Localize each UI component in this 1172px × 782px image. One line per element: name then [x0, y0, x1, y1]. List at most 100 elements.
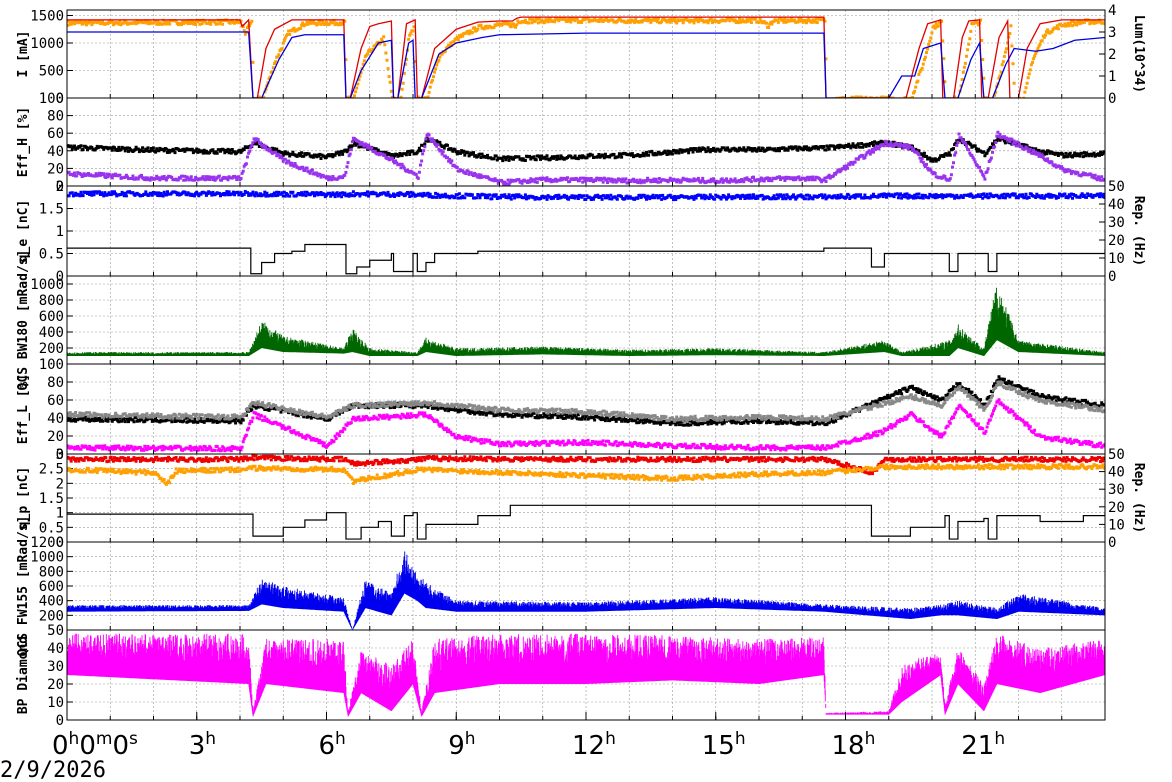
ytick-label: 1 [56, 224, 64, 240]
time-tick-unit: h [205, 729, 216, 749]
ytick-label: 600 [39, 579, 64, 595]
right-ytick-label: 2 [1108, 47, 1116, 63]
series-0-points [67, 136, 1105, 163]
ytick-label: 20 [47, 429, 64, 445]
time-tick-label: 6h [319, 729, 346, 761]
right-ytick-label: 20 [1108, 233, 1125, 249]
time-tick-value: 21 [961, 731, 994, 761]
panel-current: 0 500 1000 1500 I [mA] 0 1 2 3 4 Lum(10^34) [16, 3, 1146, 107]
ylabel: Eff_H [%] [16, 107, 31, 177]
ytick-label: 1500 [30, 9, 64, 25]
time-ticks: 3h 6h 9h 12h 15h 18h 21h [189, 712, 1005, 761]
ytick-label: 400 [39, 594, 64, 610]
ylabel: q_p [nC] [16, 467, 31, 530]
right-ytick-label: 10 [1108, 517, 1125, 533]
ytick-label: 60 [47, 126, 64, 142]
time-tick-label: 12h [572, 729, 616, 761]
ytick-label: 2 [56, 476, 64, 492]
time-tick-label: 18h [832, 729, 876, 761]
ytick-label: 0 [56, 535, 64, 551]
ytick-label: 20 [47, 161, 64, 177]
ytick-label: 20 [47, 677, 64, 693]
time-tick-label: 9h [448, 729, 475, 761]
right-ylabel: Rep. (Hz) [1131, 463, 1146, 533]
ytick-label: 30 [47, 659, 64, 675]
panel-series [67, 130, 1105, 186]
ylabel: QCS FW155 [mRad/s] [16, 516, 31, 657]
right-ylabel: Rep. (Hz) [1131, 196, 1146, 266]
time-tick-unit: h [465, 729, 476, 749]
ytick-label: 200 [39, 341, 64, 357]
series-2-points [67, 398, 1105, 453]
ytick-label: 80 [47, 375, 64, 391]
panel-series [67, 454, 1105, 540]
right-ytick-label: 50 [1108, 179, 1125, 195]
time-tick-value: 12 [572, 731, 605, 761]
right-ytick-label: 0 [1108, 269, 1116, 285]
time-origin-label: 0h0m0s [52, 729, 138, 761]
ylabel: QCS BW180 [mRad/s] [16, 250, 31, 391]
right-ytick-label: 4 [1108, 3, 1116, 19]
date-label: 2/9/2026 [0, 758, 106, 782]
ytick-label: 50 [47, 623, 64, 639]
ytick-label: 1200 [30, 535, 64, 551]
right-ytick-label: 3 [1108, 25, 1116, 41]
right-ytick-label: 40 [1108, 465, 1125, 481]
panel-effl: 0 20 40 60 80 100 Eff_L [%] [16, 357, 1106, 463]
time-axis: 0h0m0s 3h 6h 9h 12h 15h 18h 21h [52, 712, 1005, 761]
time-tick-label: 3h [189, 729, 216, 761]
ytick-label: 40 [47, 411, 64, 427]
ytick-label: 2 [56, 179, 64, 195]
series-0-trace [67, 287, 1105, 356]
series-2-line [67, 504, 1105, 540]
right-ytick-label: 50 [1108, 447, 1125, 463]
right-ytick-label: 20 [1108, 500, 1125, 516]
series-0-points [67, 454, 1105, 476]
ytick-label: 2.5 [39, 462, 64, 478]
right-ytick-label: 0 [1108, 91, 1116, 107]
panel-series [67, 375, 1105, 453]
panel-series [67, 190, 1105, 275]
ytick-label: 1.5 [39, 491, 64, 507]
ytick-label: 0.5 [39, 247, 64, 263]
ytick-label: 40 [47, 144, 64, 160]
time-tick-value: 3 [189, 731, 206, 761]
series-1-line [67, 243, 1105, 275]
right-ytick-label: 30 [1108, 482, 1125, 498]
ytick-label: 1000 [30, 277, 64, 293]
right-ylabel: Lum(10^34) [1131, 15, 1146, 93]
ytick-label: 1000 [30, 36, 64, 52]
ylabel: q_e [nC] [16, 200, 31, 263]
ytick-label: 0 [56, 713, 64, 729]
ytick-label: 3 [56, 447, 64, 463]
ytick-label: 500 [39, 64, 64, 80]
series-0-trace [67, 551, 1105, 630]
ytick-label: 1000 [30, 550, 64, 566]
time-tick-label: 15h [702, 729, 746, 761]
ytick-label: 600 [39, 309, 64, 325]
time-tick-value: 18 [832, 731, 865, 761]
panel-series [67, 633, 1105, 717]
time-tick-label: 21h [961, 729, 1005, 761]
ytick-label: 80 [47, 109, 64, 125]
time-tick-unit: h [605, 729, 616, 749]
time-tick-value: 9 [448, 731, 465, 761]
ytick-label: 400 [39, 325, 64, 341]
ytick-label: 1.5 [39, 202, 64, 218]
ylabel: BP Diamond [16, 636, 31, 714]
ytick-label: 0 [56, 447, 64, 463]
ytick-label: 40 [47, 641, 64, 657]
time-tick-value: 6 [319, 731, 336, 761]
ytick-label: 60 [47, 393, 64, 409]
series-1-line [67, 16, 1105, 98]
ytick-label: 10 [47, 695, 64, 711]
ytick-label: 800 [39, 293, 64, 309]
series-0-points [67, 16, 1105, 98]
panel-series [67, 16, 1105, 98]
panel-qe: 0 0.5 1 1.5 2 q_e [nC] 0 10 20 30 40 50 Rep. (Hz) [16, 179, 1146, 285]
